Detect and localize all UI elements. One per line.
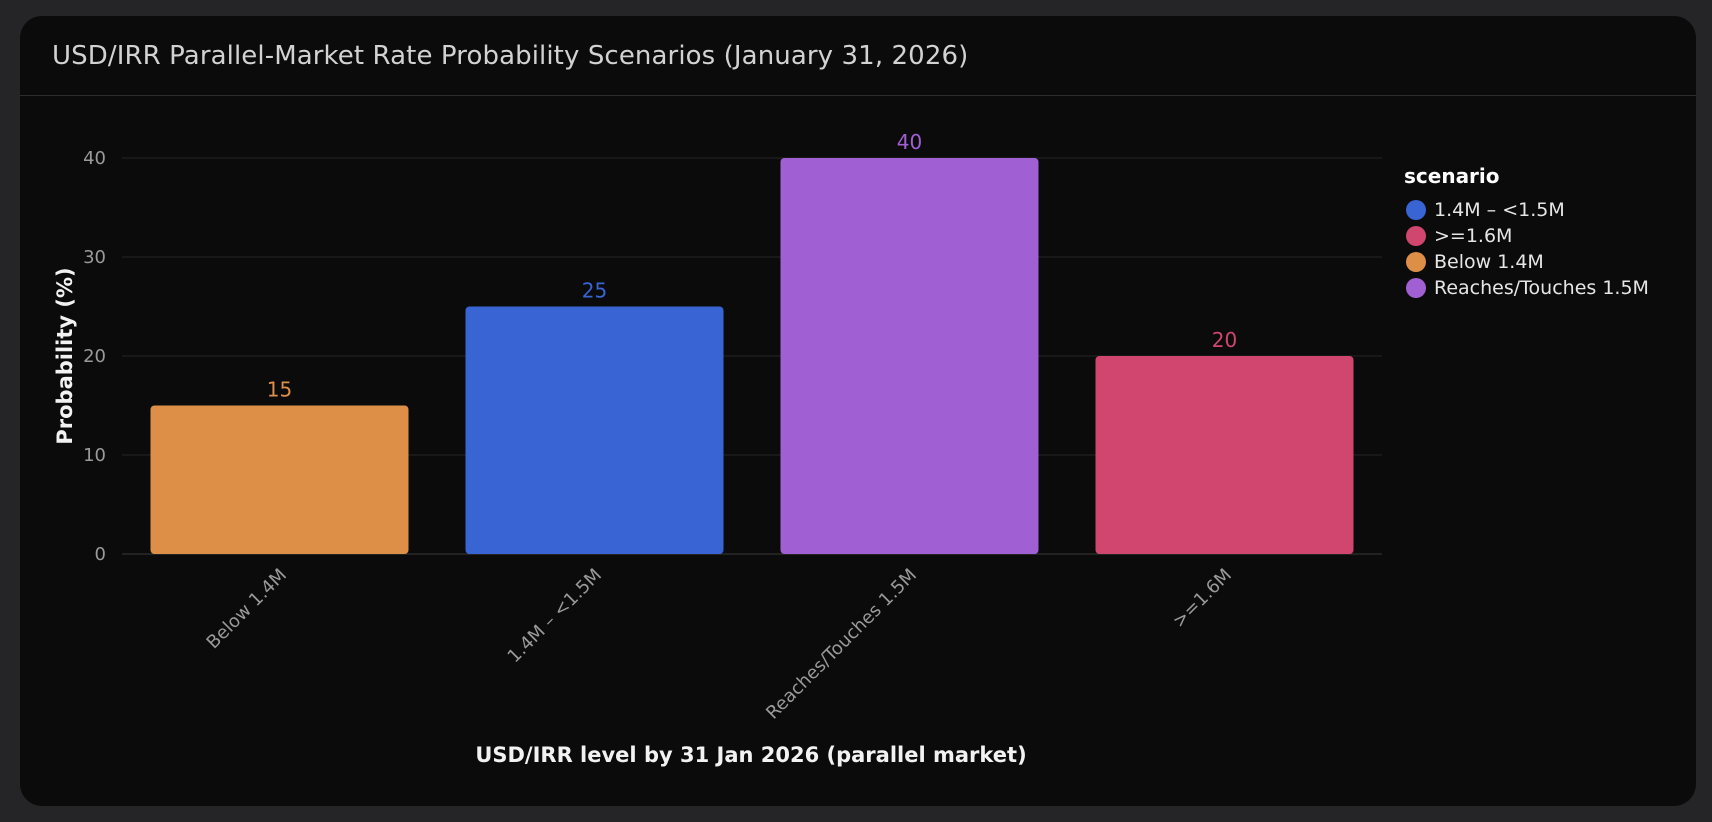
x-axis-title: USD/IRR level by 31 Jan 2026 (parallel m… [475, 743, 1026, 767]
legend-swatch [1406, 278, 1426, 298]
y-tick-label: 40 [83, 148, 106, 169]
legend-label: Below 1.4M [1434, 251, 1544, 273]
legend-title: scenario [1404, 164, 1500, 188]
chart-card: USD/IRR Parallel-Market Rate Probability… [20, 16, 1696, 806]
legend-label: 1.4M – <1.5M [1434, 199, 1565, 221]
bar [780, 158, 1039, 554]
bar [150, 405, 409, 554]
y-tick-label: 30 [83, 247, 106, 268]
data-label: 15 [267, 378, 292, 402]
data-label: 40 [897, 130, 922, 154]
chart-title: USD/IRR Parallel-Market Rate Probability… [52, 40, 969, 71]
bar [1095, 356, 1354, 554]
data-label: 25 [582, 279, 607, 303]
bar [465, 306, 724, 554]
legend-swatch [1406, 226, 1426, 246]
bar-chart: 0 10 20 30 40 15 Below 1.4M 25 1.4M – <1.5M 40 Rea… [53, 130, 1649, 767]
x-tick-label: 1.4M – <1.5M [504, 565, 606, 667]
card-header: USD/IRR Parallel-Market Rate Probability… [20, 16, 1696, 96]
x-tick-label: Below 1.4M [203, 565, 291, 653]
legend-swatch [1406, 252, 1426, 272]
y-tick-label: 0 [95, 544, 106, 565]
legend-swatch [1406, 200, 1426, 220]
x-tick-label: Reaches/Touches 1.5M [762, 565, 921, 724]
y-tick-label: 10 [83, 445, 106, 466]
data-label: 20 [1212, 328, 1237, 352]
x-tick-label: >=1.6M [1169, 565, 1236, 632]
y-tick-label: 20 [83, 346, 106, 367]
legend-label: Reaches/Touches 1.5M [1434, 277, 1649, 299]
legend-label: >=1.6M [1434, 225, 1512, 247]
y-axis-title: Probability (%) [53, 267, 77, 444]
